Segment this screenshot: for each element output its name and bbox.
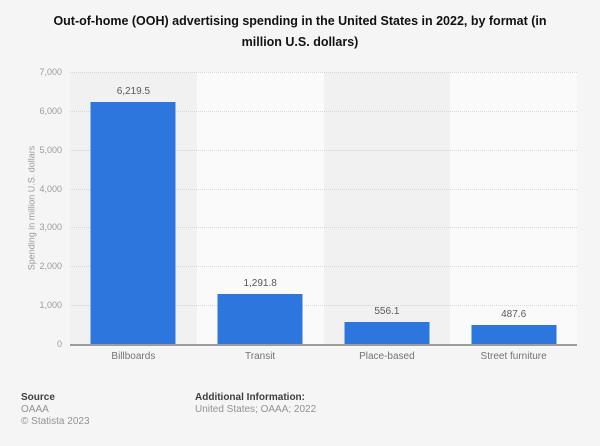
- y-tick-label: 5,000: [39, 144, 62, 155]
- bar-street-furniture: [471, 325, 557, 344]
- gridline: [70, 266, 577, 268]
- category-label-place-based: Place-based: [359, 351, 415, 362]
- gridline: [70, 188, 577, 190]
- y-axis: 0 1,000 2,000 3,000 4,000 5,000 6,000 7,000: [0, 67, 62, 349]
- chart-title: Out-of-home (OOH) advertising spending i…: [40, 11, 560, 53]
- gridline: [70, 110, 577, 112]
- gridline: [70, 227, 577, 229]
- footer-source-heading: Source: [21, 392, 55, 403]
- category-label-street-furniture: Street furniture: [480, 351, 547, 362]
- y-tick-label: 2,000: [39, 261, 62, 272]
- category-label-billboards: Billboards: [111, 351, 156, 362]
- x-axis-category-labels: Billboards Transit Place-based Street furni…: [70, 351, 577, 362]
- category-label-transit: Transit: [245, 351, 276, 362]
- gridline: [70, 72, 577, 73]
- y-tick-label: 0: [56, 339, 62, 349]
- bar-value-label-place-based: 556.1: [374, 306, 400, 318]
- bar-value-label-billboards: 6,219.5: [116, 86, 151, 98]
- bar-transit: [217, 293, 303, 344]
- footer-source-column: Source OAAA © Statista 2023: [21, 392, 90, 428]
- bar-value-label-street-furniture: 487.6: [501, 309, 527, 321]
- plot-band-billboards: 6,219.5: [70, 72, 197, 344]
- footer-additional-heading: Additional Information:: [195, 392, 305, 403]
- y-tick-label: 6,000: [39, 105, 62, 116]
- y-tick-label: 4,000: [39, 183, 62, 194]
- plot-band-street-furniture: 487.6: [450, 72, 577, 344]
- y-tick-label: 3,000: [39, 222, 62, 233]
- plot-band-place-based: 556.1: [323, 72, 451, 344]
- gridline: [70, 149, 577, 151]
- chart-title-text: Out-of-home (OOH) advertising spending i…: [53, 14, 547, 49]
- plot-band-transit: 1,291.8: [196, 72, 324, 344]
- y-tick-label: 7,000: [39, 67, 62, 77]
- bar-place-based: [344, 322, 430, 344]
- footer-copyright: © Statista 2023: [21, 416, 90, 427]
- footer-additional-value: United States; OAAA; 2022: [195, 404, 317, 415]
- plot-area: 6,219.5 1,291.8 556.1 487.6: [70, 72, 577, 346]
- footer-additional-column: Additional Information: United States; O…: [195, 392, 316, 416]
- bar-billboards: [90, 102, 176, 344]
- bar-value-label-transit: 1,291.8: [243, 277, 277, 289]
- gridline: [70, 305, 577, 307]
- plot-bands: 6,219.5 1,291.8 556.1 487.6: [70, 72, 577, 344]
- y-tick-label: 1,000: [39, 300, 62, 311]
- footer-source-name: OAAA: [21, 404, 49, 415]
